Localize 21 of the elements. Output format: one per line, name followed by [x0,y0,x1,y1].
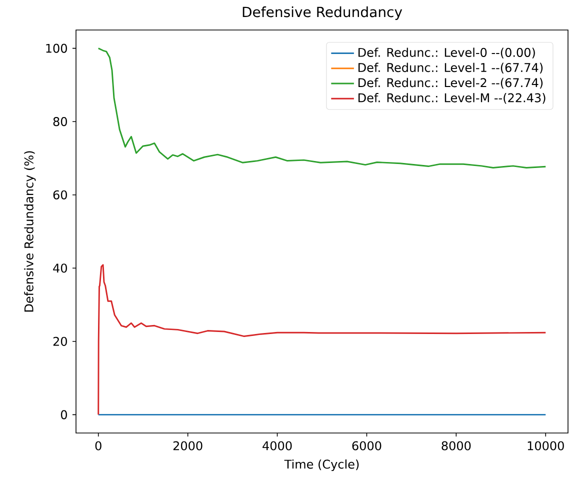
y-tick-label: 20 [53,336,67,346]
legend-label: Def. Redunc.: Level-1 --(67.74) [358,62,543,74]
x-tick-label: 6000 [352,441,382,450]
x-tick-label: 2000 [173,441,202,450]
y-tick-label: 100 [46,44,67,53]
x-tick-label: 4000 [262,441,292,450]
y-tick-label: 40 [53,264,67,273]
x-tick-label: 0 [95,441,102,450]
chart-title: Defensive Redundancy [242,6,402,20]
y-tick-label: 80 [53,117,67,126]
legend-label: Def. Redunc.: Level-M --(22.43) [358,93,546,104]
legend-label: Def. Redunc.: Level-0 --(0.00) [358,48,535,58]
y-tick-label: 60 [53,190,67,200]
line-series [98,48,546,168]
line-series [98,264,546,416]
y-axis-title: Defensive Redundancy (%) [24,151,36,312]
x-tick-label: 8000 [442,441,471,450]
y-tick-label: 0 [60,410,67,420]
x-tick-label: 10000 [528,441,564,450]
x-axis-title: Time (Cycle) [284,459,359,472]
legend-label: Def. Redunc.: Level-2 --(67.74) [358,78,543,89]
